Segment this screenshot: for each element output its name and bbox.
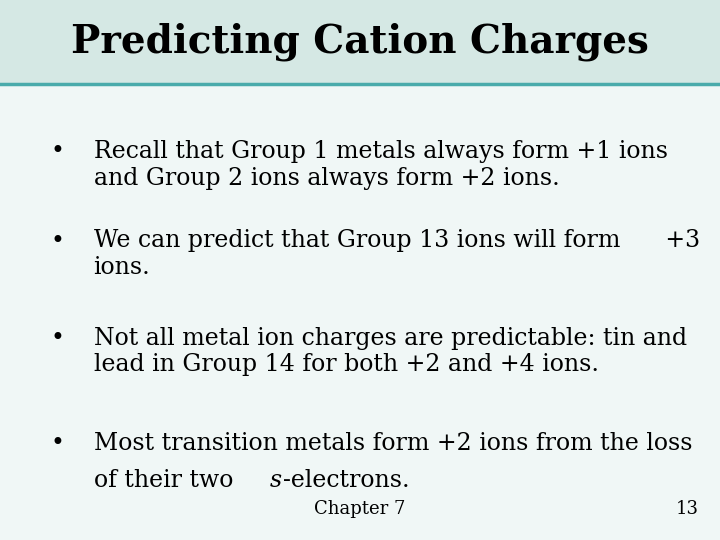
Text: Most transition metals form +2 ions from the loss: Most transition metals form +2 ions from… bbox=[94, 432, 692, 455]
Text: of their two: of their two bbox=[94, 469, 240, 492]
Text: We can predict that Group 13 ions will form      +3
ions.: We can predict that Group 13 ions will f… bbox=[94, 230, 700, 279]
Text: •: • bbox=[50, 432, 64, 455]
Text: s: s bbox=[270, 469, 282, 492]
Text: •: • bbox=[50, 230, 64, 253]
Text: •: • bbox=[50, 327, 64, 350]
Text: 13: 13 bbox=[675, 501, 698, 518]
Text: Predicting Cation Charges: Predicting Cation Charges bbox=[71, 23, 649, 61]
Text: Recall that Group 1 metals always form +1 ions
and Group 2 ions always form +2 i: Recall that Group 1 metals always form +… bbox=[94, 140, 667, 190]
Text: Not all metal ion charges are predictable: tin and
lead in Group 14 for both +2 : Not all metal ion charges are predictabl… bbox=[94, 327, 687, 376]
Text: Chapter 7: Chapter 7 bbox=[315, 501, 405, 518]
Bar bbox=[0, 0, 720, 84]
Text: •: • bbox=[50, 140, 64, 164]
Text: -electrons.: -electrons. bbox=[283, 469, 410, 492]
